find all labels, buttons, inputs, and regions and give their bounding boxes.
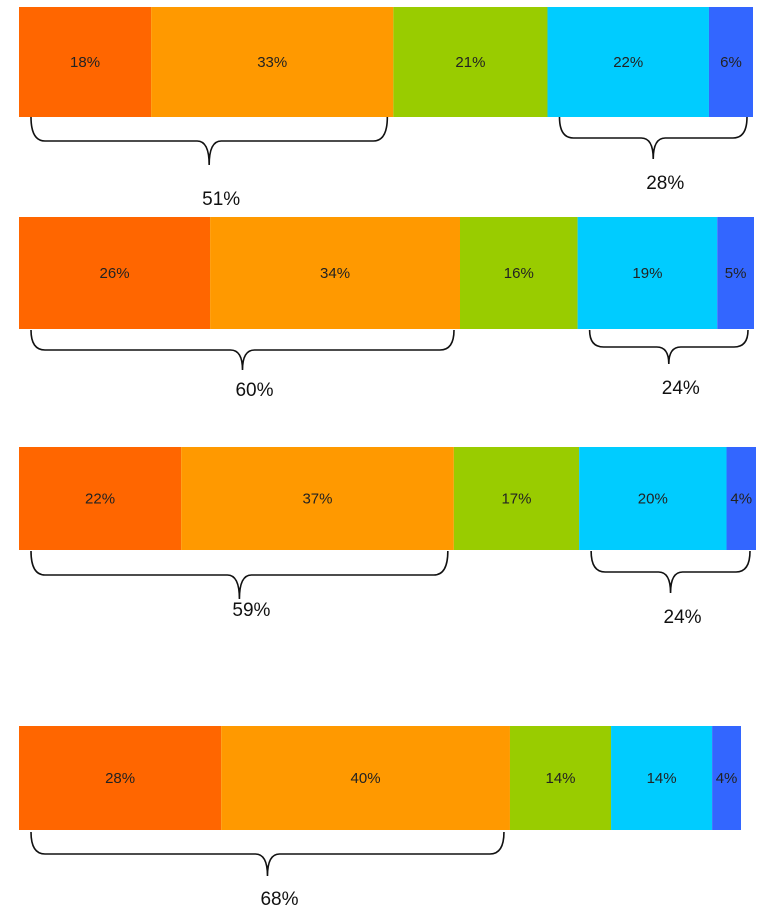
bracket-total-label: 24%	[662, 378, 700, 399]
bar-segment	[708, 7, 753, 117]
segment-label: 33%	[257, 54, 287, 71]
segment-label: 18%	[70, 54, 100, 71]
segment-label: 14%	[545, 770, 575, 787]
bar-segment	[712, 726, 741, 830]
bracket-total-label: 51%	[202, 189, 240, 210]
bar-row-1: 18% 33% 21% 22% 6% 51% 28%	[19, 7, 753, 210]
bracket	[30, 831, 505, 877]
bar-segment	[726, 447, 756, 550]
bar-segment	[19, 447, 182, 550]
bar-segment	[221, 726, 510, 830]
segment-label: 22%	[613, 54, 643, 71]
bracket	[590, 550, 751, 594]
bar-segment	[19, 7, 152, 117]
bracket	[558, 116, 748, 160]
segment-label: 16%	[504, 265, 534, 282]
segment-label: 4%	[716, 770, 738, 787]
segment-label: 5%	[725, 265, 747, 282]
bar-segment	[460, 217, 578, 329]
segment-label: 19%	[632, 265, 662, 282]
segment-label: 20%	[638, 491, 668, 508]
bracket-total-label: 59%	[232, 600, 270, 621]
bar-segment	[717, 217, 754, 329]
bar-row-4: 28% 40% 14% 14% 4% 68%	[19, 726, 741, 910]
bar-segment	[453, 447, 580, 550]
segment-label: 37%	[302, 491, 332, 508]
bracket	[30, 550, 449, 600]
bar-row-2: 26% 34% 16% 19% 5% 60% 24%	[19, 217, 754, 401]
segment-label: 21%	[455, 54, 485, 71]
segment-label: 4%	[730, 491, 752, 508]
bracket-total-label: 28%	[646, 173, 684, 194]
bar-row-3: 22% 37% 17% 20% 4% 59% 24%	[19, 447, 756, 628]
bar-segment	[19, 217, 211, 329]
bracket-total-label: 68%	[260, 889, 298, 910]
bar-segment	[19, 726, 222, 830]
segment-label: 22%	[85, 491, 115, 508]
bar-segment	[509, 726, 612, 830]
segment-label: 17%	[501, 491, 531, 508]
segment-label: 34%	[320, 265, 350, 282]
segment-label: 40%	[351, 770, 381, 787]
bar-segment	[611, 726, 713, 830]
segment-label: 28%	[105, 770, 135, 787]
bracket-total-label: 60%	[235, 380, 273, 401]
bar-segment	[151, 7, 394, 117]
bracket-total-label: 24%	[664, 607, 702, 628]
bar-segment	[547, 7, 709, 117]
bar-segment	[181, 447, 454, 550]
bracket	[30, 329, 455, 371]
bar-segment	[393, 7, 548, 117]
bracket	[30, 116, 389, 166]
bar-segment	[577, 217, 718, 329]
bar-segment	[210, 217, 460, 329]
segment-label: 14%	[647, 770, 677, 787]
bracket	[588, 329, 749, 365]
bar-segment	[579, 447, 727, 550]
segment-label: 6%	[720, 54, 742, 71]
segment-label: 26%	[100, 265, 130, 282]
